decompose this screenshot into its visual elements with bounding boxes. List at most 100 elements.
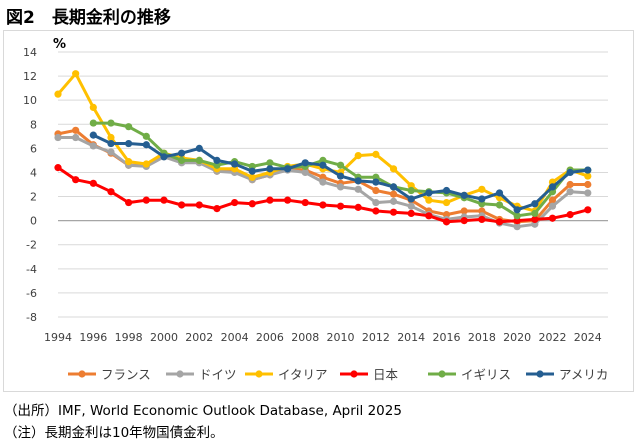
y-tick-label: 6 [30, 142, 37, 155]
x-tick-label: 2014 [397, 331, 425, 344]
data-point [107, 188, 115, 196]
data-point [125, 139, 133, 148]
data-point [495, 201, 504, 209]
data-point [584, 172, 592, 180]
data-point [336, 202, 345, 210]
series-line [56, 72, 590, 213]
data-point [89, 179, 97, 187]
y-tick-label: -2 [26, 239, 37, 252]
data-point [425, 196, 433, 204]
data-point [372, 198, 380, 207]
y-tick-label: 10 [23, 94, 37, 107]
data-point [283, 196, 292, 204]
x-tick-label: 2006 [256, 331, 284, 344]
data-point [301, 198, 309, 207]
data-point [513, 223, 521, 231]
data-point [425, 212, 433, 220]
data-point [160, 153, 168, 161]
data-point [372, 178, 380, 186]
legend-label: イギリス [461, 367, 511, 382]
data-point [231, 160, 239, 168]
data-point [566, 211, 574, 219]
y-tick-label: 4 [30, 166, 37, 179]
legend-swatch-marker [78, 370, 86, 378]
footnote: （注）長期金利は10年物国債金利。 [4, 425, 224, 441]
data-point [107, 119, 115, 127]
data-point [89, 131, 97, 139]
data-point [442, 218, 451, 226]
data-point [72, 126, 80, 134]
legend-swatch-marker [350, 370, 358, 378]
data-point [566, 180, 574, 189]
legend-item: イタリア [245, 367, 328, 382]
data-point [531, 209, 539, 218]
data-point [72, 133, 80, 142]
data-point [107, 148, 115, 156]
data-point [248, 173, 256, 181]
data-point [231, 198, 239, 207]
data-point [566, 188, 574, 196]
data-point [460, 217, 468, 225]
data-point [142, 196, 150, 204]
data-point [372, 150, 380, 158]
legend-item: フランス [68, 367, 151, 382]
series-イタリア [54, 70, 592, 215]
data-point [213, 156, 221, 165]
legend-item: イギリス [428, 367, 511, 382]
legend-swatch-marker [255, 370, 263, 378]
data-point [142, 160, 150, 168]
x-tick-label: 2022 [538, 331, 566, 344]
data-point [107, 133, 115, 142]
data-point [107, 139, 115, 148]
gridlines [58, 51, 608, 318]
data-point [548, 202, 557, 210]
data-point [266, 165, 274, 173]
x-tick-label: 1998 [115, 331, 143, 344]
x-tick-label: 2002 [185, 331, 213, 344]
data-point [125, 198, 133, 207]
data-point [54, 90, 62, 98]
x-tick-label: 2020 [503, 331, 531, 344]
data-point [389, 183, 398, 191]
data-point [531, 215, 539, 224]
data-point [72, 70, 80, 78]
data-point [195, 156, 203, 165]
x-tick-label: 2010 [327, 331, 355, 344]
data-point [372, 186, 380, 195]
data-point [283, 165, 292, 173]
legend: フランス ドイツ イタリア 日本 イギリス アメリカ [68, 367, 608, 382]
x-tick-label: 2000 [150, 331, 178, 344]
data-point [513, 206, 521, 214]
data-point [407, 186, 415, 195]
legend-swatch-marker [176, 370, 184, 378]
data-point [354, 203, 362, 211]
data-point [142, 141, 150, 149]
data-point [460, 207, 468, 215]
source-note: （出所）IMF, World Economic Outlook Database… [4, 403, 402, 419]
legend-label: ドイツ [199, 367, 237, 382]
data-point [389, 190, 398, 198]
data-point [495, 189, 504, 197]
data-point [566, 168, 574, 177]
chart-container [3, 30, 634, 392]
data-point [495, 218, 504, 226]
x-tick-label: 2018 [468, 331, 496, 344]
data-point [442, 198, 451, 207]
data-point [548, 214, 557, 222]
data-point [478, 195, 486, 203]
data-point [266, 159, 274, 167]
series-日本 [54, 164, 592, 226]
series-アメリカ [89, 131, 592, 214]
data-point [389, 208, 398, 216]
data-point [178, 201, 186, 209]
x-tick-label: 2024 [574, 331, 602, 344]
y-axis-unit-label: % [53, 37, 66, 52]
data-point [266, 196, 274, 204]
data-point [301, 159, 309, 167]
figure-title: 図2 長期金利の推移 [6, 8, 171, 28]
x-tick-label: 1996 [79, 331, 107, 344]
data-point [548, 183, 557, 191]
data-point [89, 103, 97, 112]
y-tick-label: 12 [23, 70, 37, 83]
data-point [425, 189, 433, 197]
